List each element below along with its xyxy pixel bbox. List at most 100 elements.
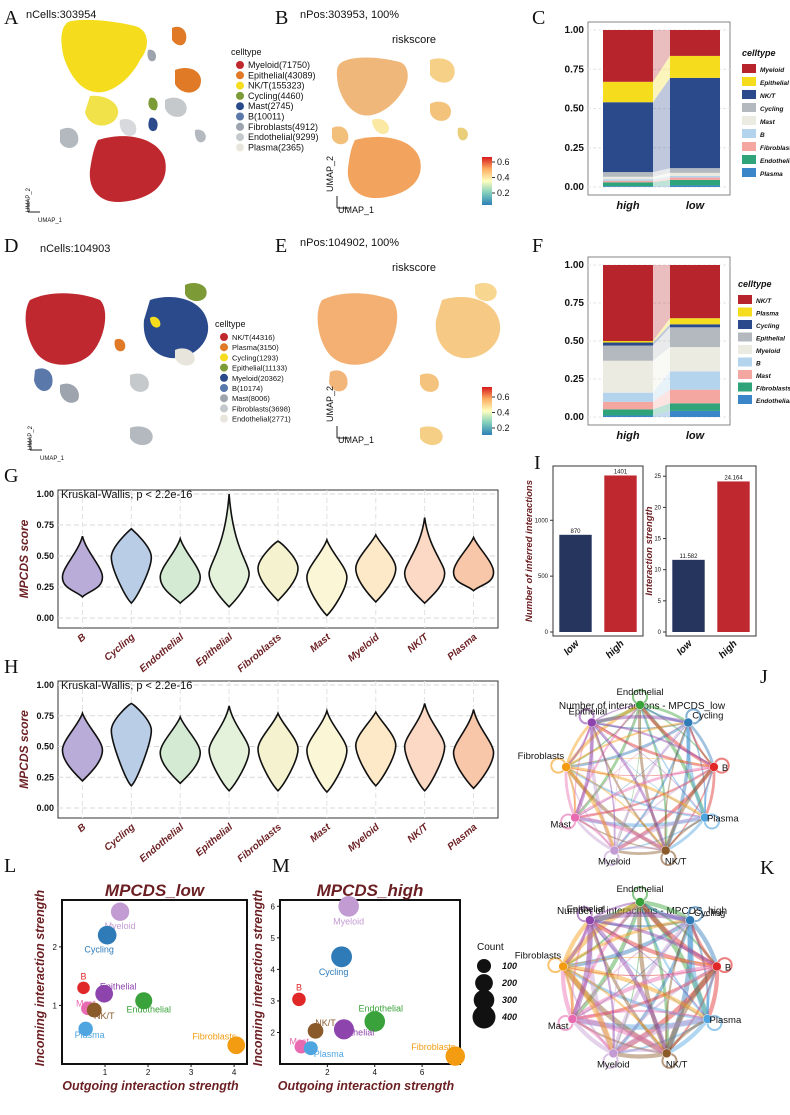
ytick-label-l-1: 2	[53, 943, 58, 952]
umap-a-axes-icon	[27, 200, 40, 213]
bar-segment-c-plasma-high	[603, 186, 653, 187]
network-self-loop-j-1	[685, 708, 702, 725]
network-j: Number of interactions - MPCDS_lowEndoth…	[518, 687, 740, 867]
xtick-label-l-1: 2	[146, 1068, 151, 1077]
umap-e-ylabel: UMAP_2	[325, 386, 335, 422]
umap-a-legend: Myeloid(71750)Epithelial(43089)NK/T(1553…	[236, 60, 319, 152]
xtick-label-m-2: 6	[420, 1068, 425, 1077]
scatter-point-l-plasma	[78, 1021, 93, 1037]
network-edge-k-6-2	[571, 964, 718, 1021]
bar-connector-c-1	[653, 179, 670, 187]
xtick-label-m-0: 2	[325, 1068, 330, 1077]
ytick-label-m-0: 2	[271, 1028, 276, 1037]
network-edge-k-1-3	[689, 919, 709, 1020]
umap-e-density	[317, 283, 501, 446]
xtick-label-c-0: high	[616, 200, 639, 212]
bar-segment-f-epithelial-low	[670, 327, 720, 348]
ytick-label-i2-2: 10	[654, 568, 661, 574]
xlabel-m: Outgoing interaction strength	[278, 1079, 455, 1093]
count-legend-dot-1	[475, 974, 493, 992]
legend-swatch-f-5	[738, 332, 752, 342]
scatter-point-m-plasma	[303, 1041, 318, 1056]
violin-g-endothelial	[159, 535, 202, 605]
network-node-k-mast	[567, 1014, 578, 1024]
legend-swatch-d-1	[220, 343, 228, 352]
panel-label-i: I	[534, 452, 541, 474]
ytick-label-m-1: 3	[271, 997, 276, 1006]
xtick-label-l-0: 1	[103, 1068, 108, 1077]
bar-segment-f-endothelial-high	[603, 415, 653, 417]
panel-label-k: K	[760, 857, 775, 879]
network-edge-k-0-3	[638, 900, 711, 1020]
bar-segment-f-cycling-high	[603, 342, 653, 346]
network-edge-j-5-7	[565, 766, 615, 851]
network-edge-j-4-6	[574, 816, 666, 852]
bar-connector-f-4	[653, 347, 670, 393]
network-edge-j-3-5	[614, 816, 706, 852]
network-edge-j-1-6	[574, 722, 689, 818]
scatter-chart-high: 2 4 6 2 3 4 5 6 Myeloid Cycling B Endothelial NK/TEp…	[251, 881, 466, 1093]
bar-segment-c-fibroblasts-low	[670, 177, 720, 180]
legend-swatch-f-0	[738, 395, 752, 404]
ylabel-g: MPCDS score	[17, 519, 31, 598]
umap-e-xlabel: UMAP_1	[338, 435, 374, 445]
network-edge-k-7-1	[562, 918, 691, 968]
ytick-label-c-3: 0.75	[565, 64, 585, 75]
network-edge-j-3-1	[686, 722, 707, 819]
bar-segment-c-mast-low	[670, 172, 720, 177]
ytick-label-i1-2: 1000	[535, 518, 549, 524]
scatter-point-m-nkt	[307, 1023, 324, 1039]
xlabel-l: Outgoing interaction strength	[62, 1079, 239, 1093]
scatter-label-m-nkt: NK/T	[315, 1018, 336, 1028]
xtick-label-g-3: Epithelial	[194, 632, 235, 669]
scatter-point-m-myeloid	[338, 896, 359, 917]
network-edge-j-6-1	[574, 722, 689, 818]
stat-label-g: Kruskal-Wallis, p < 2.2e-16	[61, 489, 192, 501]
panel-label-l: L	[4, 855, 16, 877]
network-edge-j-6-8	[573, 722, 593, 818]
ylabel-h: MPCDS score	[17, 710, 31, 789]
ytick-label-c-4: 1.00	[565, 25, 585, 36]
count-legend-dot-2	[473, 989, 495, 1011]
network-edge-j-5-8	[589, 722, 616, 852]
network-node-k-epithelial	[585, 915, 595, 925]
risk-colorbar-e	[482, 387, 492, 435]
scatter-label-l-b: B	[81, 972, 87, 982]
network-edge-j-5-0	[613, 704, 641, 851]
scatter-point-m-fibroblasts	[445, 1046, 466, 1066]
ytick-label-i2-1: 5	[658, 599, 662, 605]
legend-swatch-a-0	[236, 61, 244, 69]
legend-label-f-7: Plasma	[756, 311, 779, 318]
xtick-label-c-1: low	[686, 200, 706, 212]
legend-label-d-0: NK/T(44316)	[232, 333, 275, 342]
legend-swatch-f-8	[738, 295, 752, 304]
scatter-point-l-b	[77, 981, 90, 995]
network-label-k-endothelial: Endothelial	[616, 884, 663, 895]
bar-connector-f-8	[653, 265, 670, 341]
network-label-j-endothelial: Endothelial	[616, 687, 663, 698]
network-node-j-myeloid	[609, 845, 620, 856]
network-edge-k-8-4	[588, 918, 669, 1054]
colorbar-tick-label-b-1: 0.4	[497, 173, 510, 183]
network-edge-j-1-4	[664, 722, 691, 852]
network-label-j-myeloid: Myeloid	[598, 856, 631, 867]
violin-h-fibroblasts	[257, 711, 299, 792]
scatter-point-l-nkt	[86, 1002, 102, 1018]
count-legend-title: Count	[477, 942, 504, 953]
xtick-label-h-6: Myeloid	[346, 821, 382, 854]
network-node-k-endothelial	[635, 897, 645, 907]
panel-label-b: B	[275, 7, 288, 29]
bar-connector-f-1	[653, 403, 670, 416]
network-edge-j-0-2	[639, 704, 715, 768]
ytick-label-l-0: 1	[53, 1001, 58, 1010]
scatter-label-m-plasma: Plasma	[314, 1049, 344, 1059]
network-edge-j-8-4	[590, 721, 667, 851]
network-edge-j-7-4	[565, 766, 667, 851]
colorbar-tick-label-b-2: 0.2	[497, 188, 510, 198]
network-edge-k-5-8	[586, 920, 616, 1055]
xtick-label-f-0: high	[616, 430, 639, 442]
ytick-label-m-3: 5	[271, 934, 276, 943]
legend-swatch-a-4	[236, 102, 244, 111]
legend-swatch-c-3	[742, 129, 756, 138]
network-label-j-mast: Mast	[550, 820, 571, 831]
